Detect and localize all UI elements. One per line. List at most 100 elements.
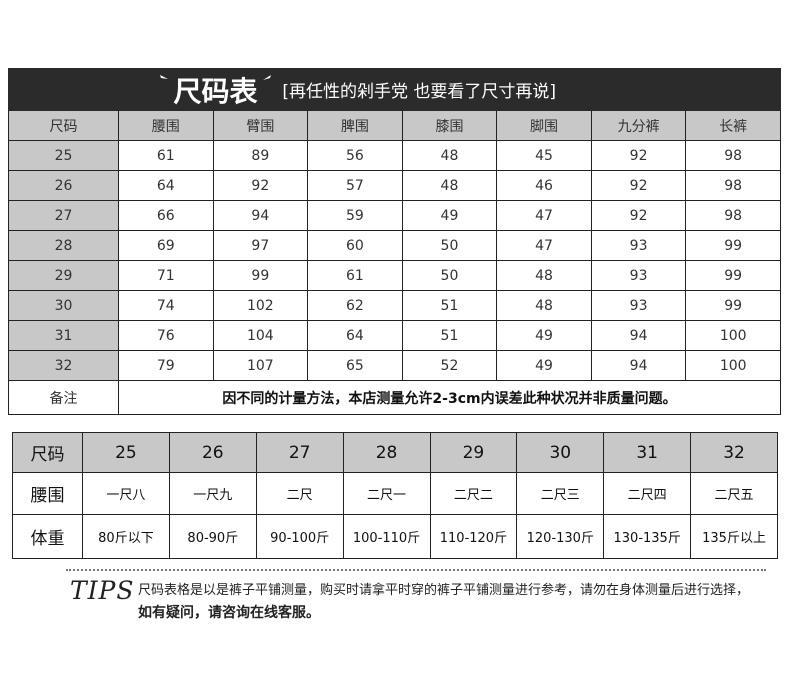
dotted-divider xyxy=(66,569,766,571)
title-subtitle: [再任性的剁手党 也要看了尺寸再说] xyxy=(282,82,557,102)
table-cell: 74 xyxy=(118,290,214,321)
table-cell: 100 xyxy=(685,350,781,381)
table-cell: 93 xyxy=(590,230,687,261)
table-cell: 27 xyxy=(255,432,344,473)
table-cell: 92 xyxy=(590,140,687,171)
tips-text: 尺码表格是以是裤子平铺测量，购买时请拿平时穿的裤子平铺测量进行参考，请勿在身体测… xyxy=(138,579,758,625)
table-cell: 29 xyxy=(429,432,518,473)
table-cell: 80斤以下 xyxy=(82,514,170,559)
table-cell: 93 xyxy=(590,260,687,291)
table-cell: 76 xyxy=(118,320,214,351)
table-cell: 64 xyxy=(118,170,214,201)
table-cell: 50 xyxy=(401,260,498,291)
table-cell: 69 xyxy=(118,230,214,261)
table-cell: 61 xyxy=(307,260,403,291)
note-text: 因不同的计量方法，本店测量允许2-3cm内误差此种状况并非质量问题。 xyxy=(118,380,781,415)
table-cell: 135斤以上 xyxy=(690,514,778,559)
row-label: 尺码 xyxy=(12,432,83,473)
table-cell: 二尺四 xyxy=(603,472,692,515)
table-cell: 25 xyxy=(82,432,170,473)
size-weight-table: 尺码 25 26 27 28 29 30 31 32 腰围 一尺八 一尺九 二尺 二尺一 二尺二 二尺三 二尺四… xyxy=(12,432,778,559)
table-cell: 60 xyxy=(307,230,403,261)
table-cell: 32 xyxy=(690,432,778,473)
column-header: 膝围 xyxy=(401,110,498,141)
table-cell: 49 xyxy=(496,350,592,381)
table-cell: 94 xyxy=(212,200,309,231)
size-cell: 25 xyxy=(8,140,119,171)
table-cell: 98 xyxy=(685,200,781,231)
table-cell: 90-100斤 xyxy=(255,514,344,559)
table-cell: 99 xyxy=(212,260,309,291)
table-cell: 102 xyxy=(212,290,309,321)
table-header-row: 尺码 腰围 臂围 脾围 膝围 脚围 九分裤 长裤 xyxy=(8,110,781,141)
table-cell: 26 xyxy=(168,432,257,473)
table-cell: 45 xyxy=(496,140,592,171)
column-header: 臂围 xyxy=(212,110,309,141)
table-row: 25 61 89 56 48 45 92 98 xyxy=(8,140,781,171)
table-cell: 110-120斤 xyxy=(429,514,518,559)
table-cell: 130-135斤 xyxy=(603,514,692,559)
table-cell: 48 xyxy=(401,140,498,171)
size-table: 尺码表 [再任性的剁手党 也要看了尺寸再说] 尺码 腰围 臂围 脾围 膝围 脚围 九分裤 长裤… xyxy=(8,68,781,415)
column-header: 脚围 xyxy=(496,110,592,141)
table-cell: 92 xyxy=(590,200,687,231)
table-cell: 61 xyxy=(118,140,214,171)
table-cell: 71 xyxy=(118,260,214,291)
row-label: 腰围 xyxy=(12,472,83,515)
table-cell: 31 xyxy=(603,432,692,473)
table-cell: 56 xyxy=(307,140,403,171)
table-row: 30 74 102 62 51 48 93 99 xyxy=(8,290,781,321)
table-row: 腰围 一尺八 一尺九 二尺 二尺一 二尺二 二尺三 二尺四 二尺五 xyxy=(12,472,778,515)
size-cell: 31 xyxy=(8,320,119,351)
table-cell: 99 xyxy=(685,290,781,321)
table-cell: 80-90斤 xyxy=(168,514,257,559)
size-cell: 32 xyxy=(8,350,119,381)
title-main: 尺码表 xyxy=(173,74,258,108)
table-cell: 二尺五 xyxy=(690,472,778,515)
table-cell: 99 xyxy=(685,260,781,291)
table-cell: 48 xyxy=(496,260,592,291)
table-cell: 98 xyxy=(685,170,781,201)
table-cell: 57 xyxy=(307,170,403,201)
tips-label: TIPS xyxy=(70,576,135,605)
table-cell: 30 xyxy=(516,432,605,473)
table-cell: 107 xyxy=(212,350,309,381)
table-cell: 51 xyxy=(401,320,498,351)
table-cell: 99 xyxy=(685,230,781,261)
table-cell: 66 xyxy=(118,200,214,231)
size-cell: 27 xyxy=(8,200,119,231)
table-row: 31 76 104 64 51 49 94 100 xyxy=(8,320,781,351)
size-table-title: 尺码表 [再任性的剁手党 也要看了尺寸再说] xyxy=(8,68,781,111)
sparkle-icon xyxy=(160,74,168,79)
table-cell: 94 xyxy=(590,320,687,351)
column-header: 长裤 xyxy=(685,110,781,141)
table-cell: 120-130斤 xyxy=(516,514,605,559)
table-cell: 52 xyxy=(401,350,498,381)
table-cell: 47 xyxy=(496,200,592,231)
table-cell: 92 xyxy=(590,170,687,201)
row-label: 体重 xyxy=(12,514,83,559)
column-header: 脾围 xyxy=(307,110,403,141)
tips-contact: 如有疑问，请咨询在线客服。 xyxy=(138,605,320,621)
table-cell: 51 xyxy=(401,290,498,321)
table-cell: 48 xyxy=(496,290,592,321)
size-cell: 30 xyxy=(8,290,119,321)
table-cell: 28 xyxy=(342,432,431,473)
table-cell: 94 xyxy=(590,350,687,381)
note-label: 备注 xyxy=(8,380,119,415)
table-cell: 46 xyxy=(496,170,592,201)
sparkle-icon xyxy=(262,74,271,80)
table-cell: 100 xyxy=(685,320,781,351)
note-row: 备注 因不同的计量方法，本店测量允许2-3cm内误差此种状况并非质量问题。 xyxy=(8,380,781,415)
table-cell: 104 xyxy=(212,320,309,351)
table-cell: 59 xyxy=(307,200,403,231)
table-cell: 93 xyxy=(590,290,687,321)
table-cell: 50 xyxy=(401,230,498,261)
column-header: 腰围 xyxy=(118,110,214,141)
size-cell: 26 xyxy=(8,170,119,201)
size-cell: 28 xyxy=(8,230,119,261)
table-row: 体重 80斤以下 80-90斤 90-100斤 100-110斤 110-120斤 120-… xyxy=(12,514,778,559)
table-cell: 47 xyxy=(496,230,592,261)
table-cell: 49 xyxy=(401,200,498,231)
table-cell: 92 xyxy=(212,170,309,201)
